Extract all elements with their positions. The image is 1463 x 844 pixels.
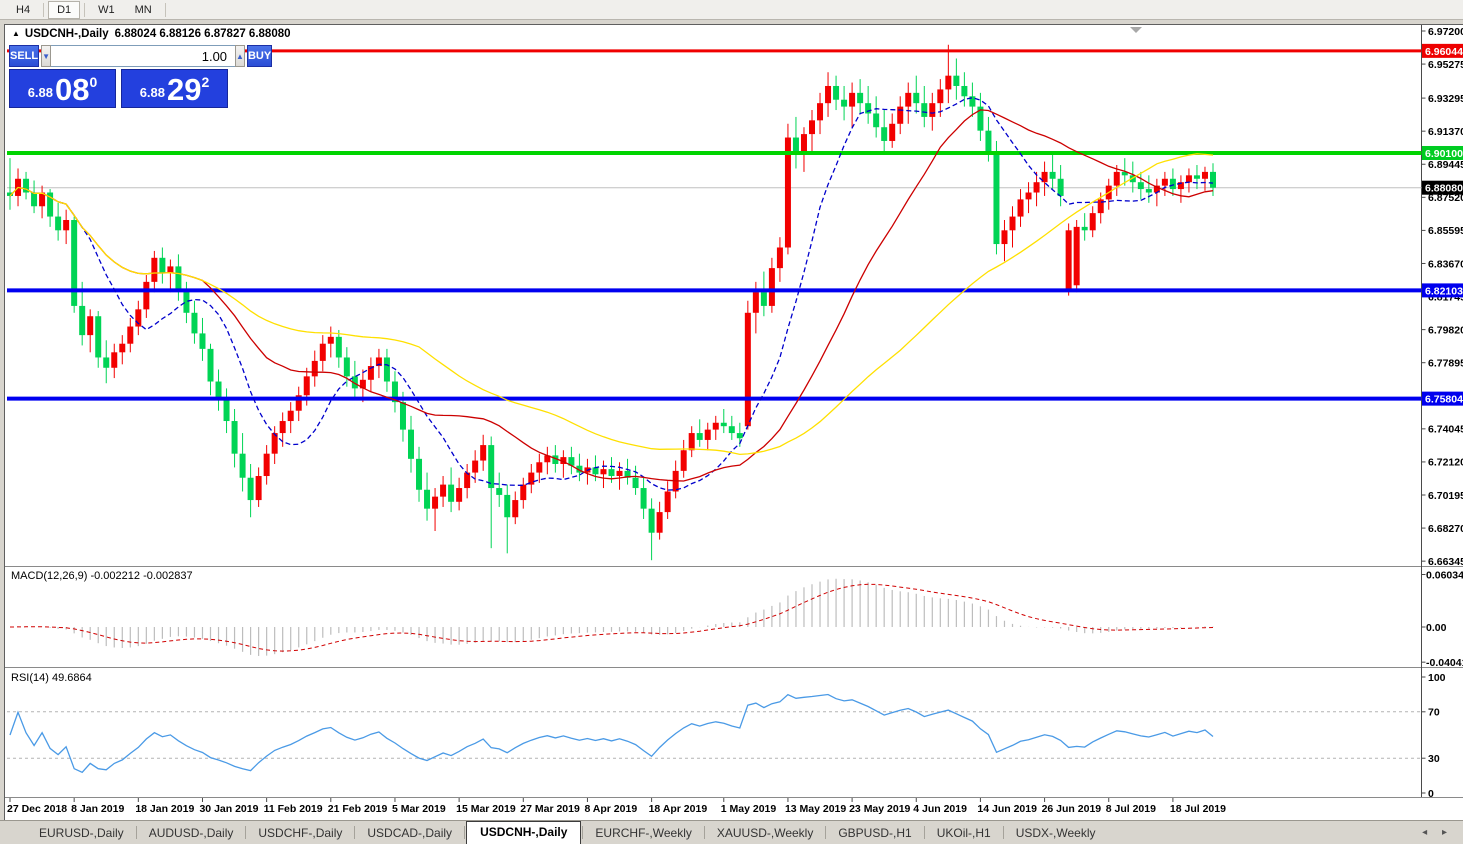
buy-price-big-digits: 29 bbox=[167, 71, 202, 107]
chart-window bbox=[4, 24, 1463, 820]
buy-button[interactable]: BUY bbox=[246, 45, 273, 67]
chart-title: ▲ USDCNH-,Daily 6.88024 6.88126 6.87827 6.… bbox=[12, 28, 291, 40]
sell-price-big-digits: 08 bbox=[55, 71, 90, 107]
tab-separator bbox=[354, 826, 356, 839]
buy-price-pip-digit: 2 bbox=[201, 74, 210, 90]
toolbar-separator bbox=[84, 2, 86, 17]
buy-price-prefix: 6.88 bbox=[139, 85, 166, 100]
tab-usdcnh-daily[interactable]: USDCNH-,Daily bbox=[466, 821, 582, 844]
tab-usdcad-daily[interactable]: USDCAD-,Daily bbox=[367, 826, 453, 840]
timeframe-button-h4[interactable]: H4 bbox=[16, 3, 31, 16]
tab-separator bbox=[1002, 826, 1004, 839]
buy-price-button[interactable]: 6.88 29 2 bbox=[121, 69, 228, 108]
one-click-trade-panel: SELL ▼ ▲ BUY 6.88 08 0 6.88 29 2 bbox=[9, 45, 273, 108]
rsi-indicator-label: RSI(14) 49.6864 bbox=[11, 672, 92, 684]
timeframe-toolbar: H4 D1 W1 MN bbox=[0, 0, 1463, 20]
tab-eurchf-weekly[interactable]: EURCHF-,Weekly bbox=[595, 826, 692, 840]
tab-separator bbox=[582, 826, 584, 839]
sell-price-prefix: 6.88 bbox=[27, 85, 54, 100]
macd-indicator-label: MACD(12,26,9) -0.002212 -0.002837 bbox=[11, 570, 193, 582]
tab-ukoil-h1[interactable]: UKOil-,H1 bbox=[936, 826, 991, 840]
volume-increase-button[interactable]: ▲ bbox=[235, 45, 245, 67]
sell-button[interactable]: SELL bbox=[9, 45, 40, 67]
tab-scroll-arrows[interactable]: ◂ ▸ bbox=[1422, 827, 1453, 838]
tab-separator bbox=[245, 826, 247, 839]
timeframe-button-w1[interactable]: W1 bbox=[98, 3, 115, 16]
ohlc-values: 6.88024 6.88126 6.87827 6.88080 bbox=[114, 28, 291, 40]
tab-separator bbox=[923, 826, 925, 839]
trade-panel-price-row: 6.88 08 0 6.88 29 2 bbox=[9, 69, 228, 108]
tab-gbpusd-h1[interactable]: GBPUSD-,H1 bbox=[838, 826, 912, 840]
tab-usdchf-daily[interactable]: USDCHF-,Daily bbox=[258, 826, 343, 840]
tab-separator bbox=[135, 826, 137, 839]
trade-panel-top-row: SELL ▼ ▲ BUY bbox=[9, 45, 273, 67]
tab-audusd-daily[interactable]: AUDUSD-,Daily bbox=[148, 826, 234, 840]
symbol-period-label: USDCNH-,Daily bbox=[24, 28, 109, 40]
timeframe-button-mn[interactable]: MN bbox=[134, 3, 152, 16]
timeframe-button-d1[interactable]: D1 bbox=[48, 0, 81, 19]
tab-xauusd-weekly[interactable]: XAUUSD-,Weekly bbox=[716, 826, 814, 840]
sell-price-button[interactable]: 6.88 08 0 bbox=[9, 69, 116, 108]
tab-separator bbox=[703, 826, 705, 839]
tab-separator bbox=[825, 826, 827, 839]
tab-usdx-weekly[interactable]: USDX-,Weekly bbox=[1015, 826, 1096, 840]
collapse-arrow-icon[interactable]: ▲ bbox=[12, 29, 20, 38]
volume-decrease-button[interactable]: ▼ bbox=[41, 45, 52, 67]
tab-eurusd-daily[interactable]: EURUSD-,Daily bbox=[39, 826, 124, 840]
toolbar-separator bbox=[164, 2, 166, 17]
tab-separator bbox=[464, 826, 466, 839]
toolbar-separator bbox=[43, 2, 45, 17]
sell-price-pip-digit: 0 bbox=[89, 74, 98, 90]
volume-input[interactable] bbox=[51, 45, 236, 67]
chart-tab-bar: EURUSD-,Daily AUDUSD-,Daily USDCHF-,Daily U… bbox=[0, 820, 1463, 844]
